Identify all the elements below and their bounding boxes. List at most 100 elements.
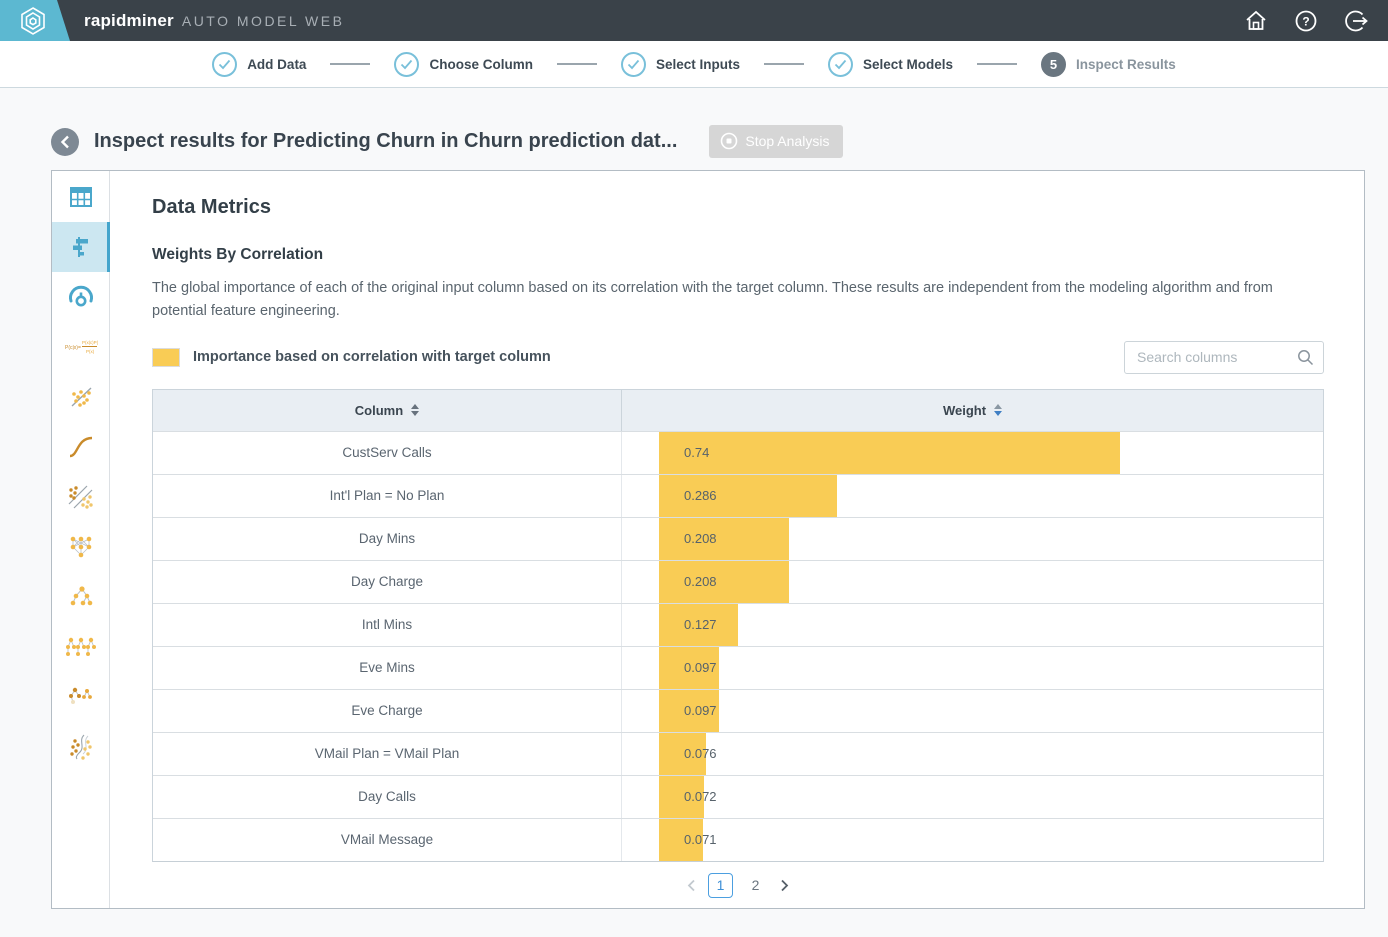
svg-text:P(c|x)=: P(c|x)= (65, 345, 81, 351)
weight-bar (659, 517, 789, 560)
pagination: 1 2 (152, 872, 1324, 898)
stop-analysis-button[interactable]: Stop Analysis (709, 125, 844, 158)
table-row: VMail Message 0.071 (153, 817, 1323, 861)
support-vector-curve-icon (69, 734, 92, 760)
home-icon[interactable] (1244, 9, 1268, 32)
table-row: VMail Plan = VMail Plan 0.076 (153, 731, 1323, 775)
model-gauge-icon (68, 285, 93, 307)
sidebar-item-gradient-boosted-trees[interactable] (52, 672, 109, 722)
step-label: Choose Column (429, 56, 533, 72)
logistic-regression-curve-icon (69, 436, 92, 458)
sidebar-item-logistic-regression[interactable] (52, 422, 109, 472)
weight-value: 0.208 (684, 574, 717, 590)
column-name-cell: VMail Message (153, 818, 622, 861)
gradient-boosted-trees-icon (68, 687, 92, 704)
step-add-data[interactable]: Add Data (212, 51, 306, 77)
page-button-2[interactable]: 2 (743, 872, 768, 898)
sidebar-item-linear-model[interactable] (52, 372, 109, 422)
sidebar-item-model-gauge[interactable] (52, 272, 109, 322)
search-input[interactable] (1124, 340, 1324, 374)
previous-page-button[interactable] (685, 877, 698, 894)
step-number-badge: 5 (1041, 51, 1067, 77)
weight-bar (659, 431, 1120, 474)
table-row: Day Calls 0.072 (153, 774, 1323, 818)
stepper: Add Data Choose Column Select Inputs Sel… (212, 51, 1176, 77)
column-name-cell: Int'l Plan = No Plan (153, 474, 622, 517)
table-row: Intl Mins 0.127 (153, 602, 1323, 646)
brand-name: rapidminer (84, 10, 174, 30)
stop-icon (721, 132, 738, 150)
column-name-cell: Intl Mins (153, 603, 622, 646)
column-name-cell: VMail Plan = VMail Plan (153, 732, 622, 775)
step-complete-icon (212, 51, 238, 77)
weights-table: Column Weight CustServ Calls 0.74 Int'l Pl… (152, 388, 1324, 862)
sort-icon-active (994, 404, 1003, 417)
step-select-models[interactable]: Select Models (827, 51, 954, 77)
step-complete-icon (394, 51, 420, 77)
weight-value: 0.071 (684, 832, 717, 848)
weight-bar (659, 689, 719, 732)
sidebar-item-neural-network[interactable] (52, 522, 109, 572)
linear-model-icon (71, 387, 91, 407)
next-page-button[interactable] (778, 877, 791, 894)
sidebar-item-naive-bayes[interactable]: P(c|x)= P(x|c)P(c) P(x) (52, 322, 109, 372)
sidebar-item-svm-margin[interactable] (52, 472, 109, 522)
sidebar-item-weights[interactable] (52, 222, 110, 272)
table-row: CustServ Calls 0.74 (153, 430, 1323, 474)
table-row: Day Charge 0.208 (153, 559, 1323, 603)
stop-analysis-label: Stop Analysis (745, 133, 830, 149)
svg-text:P(x): P(x) (86, 349, 95, 354)
column-header-label: Column (354, 402, 404, 418)
weight-cell: 0.208 (622, 560, 1323, 603)
step-choose-column[interactable]: Choose Column (394, 51, 533, 77)
step-select-inputs[interactable]: Select Inputs (620, 51, 740, 77)
svg-text:P(x|c)P(c): P(x|c)P(c) (82, 340, 98, 345)
stepper-connector (763, 63, 804, 65)
column-header-weight[interactable]: Weight (622, 390, 1323, 431)
weight-value: 0.097 (684, 660, 717, 676)
rapidminer-logo[interactable] (0, 0, 70, 41)
legend-swatch (152, 347, 180, 367)
step-inspect-results[interactable]: 5 Inspect Results (1041, 51, 1176, 77)
random-forest-icon (65, 637, 96, 656)
stepper-connector (556, 63, 597, 65)
column-header-column[interactable]: Column (153, 389, 622, 431)
table-header: Column Weight (153, 389, 1323, 431)
sidebar-item-support-vector-curve[interactable] (52, 722, 109, 772)
weight-cell: 0.127 (622, 603, 1323, 646)
sidebar-item-random-forest[interactable] (52, 622, 109, 672)
logout-icon[interactable] (1344, 9, 1370, 33)
help-icon[interactable]: ? (1294, 9, 1318, 33)
page-body: Inspect results for Predicting Churn in … (0, 88, 1388, 937)
results-card: P(c|x)= P(x|c)P(c) P(x) (51, 170, 1365, 909)
product-name: AUTO MODEL WEB (181, 12, 345, 29)
stepper-bar: Add Data Choose Column Select Inputs Sel… (0, 41, 1388, 88)
page-button-1[interactable]: 1 (708, 872, 733, 898)
sidebar-item-data-table[interactable] (52, 172, 109, 222)
weights-bar-chart-icon (72, 237, 88, 257)
column-name-cell: CustServ Calls (153, 431, 622, 474)
svg-text:?: ? (1302, 14, 1309, 28)
step-label: Select Models (862, 56, 954, 72)
column-name-cell: Day Charge (153, 560, 622, 603)
weight-bar (659, 560, 789, 603)
weight-bar (659, 603, 738, 646)
weights-table-body: CustServ Calls 0.74 Int'l Plan = No Plan 0.… (153, 430, 1323, 861)
weight-cell: 0.071 (622, 818, 1323, 861)
rapidminer-hexagon-icon (21, 6, 45, 35)
page-title: Inspect results for Predicting Churn in … (94, 130, 678, 152)
back-button[interactable] (51, 127, 79, 156)
stepper-connector (977, 63, 1018, 65)
top-bar: rapidminer AUTO MODEL WEB ? (0, 0, 1388, 41)
column-header-label: Weight (942, 402, 987, 418)
sidebar-item-decision-tree[interactable] (52, 572, 109, 622)
neural-network-icon (70, 536, 91, 558)
metrics-content: Data Metrics Weights By Correlation The … (110, 171, 1364, 908)
legend-row: Importance based on correlation with tar… (152, 340, 1324, 374)
table-row: Eve Charge 0.097 (153, 688, 1323, 732)
decision-tree-icon (70, 586, 92, 606)
weight-value: 0.127 (684, 617, 717, 633)
weight-bar (659, 646, 719, 689)
table-row: Int'l Plan = No Plan 0.286 (153, 473, 1323, 517)
search-icon[interactable] (1297, 349, 1314, 366)
